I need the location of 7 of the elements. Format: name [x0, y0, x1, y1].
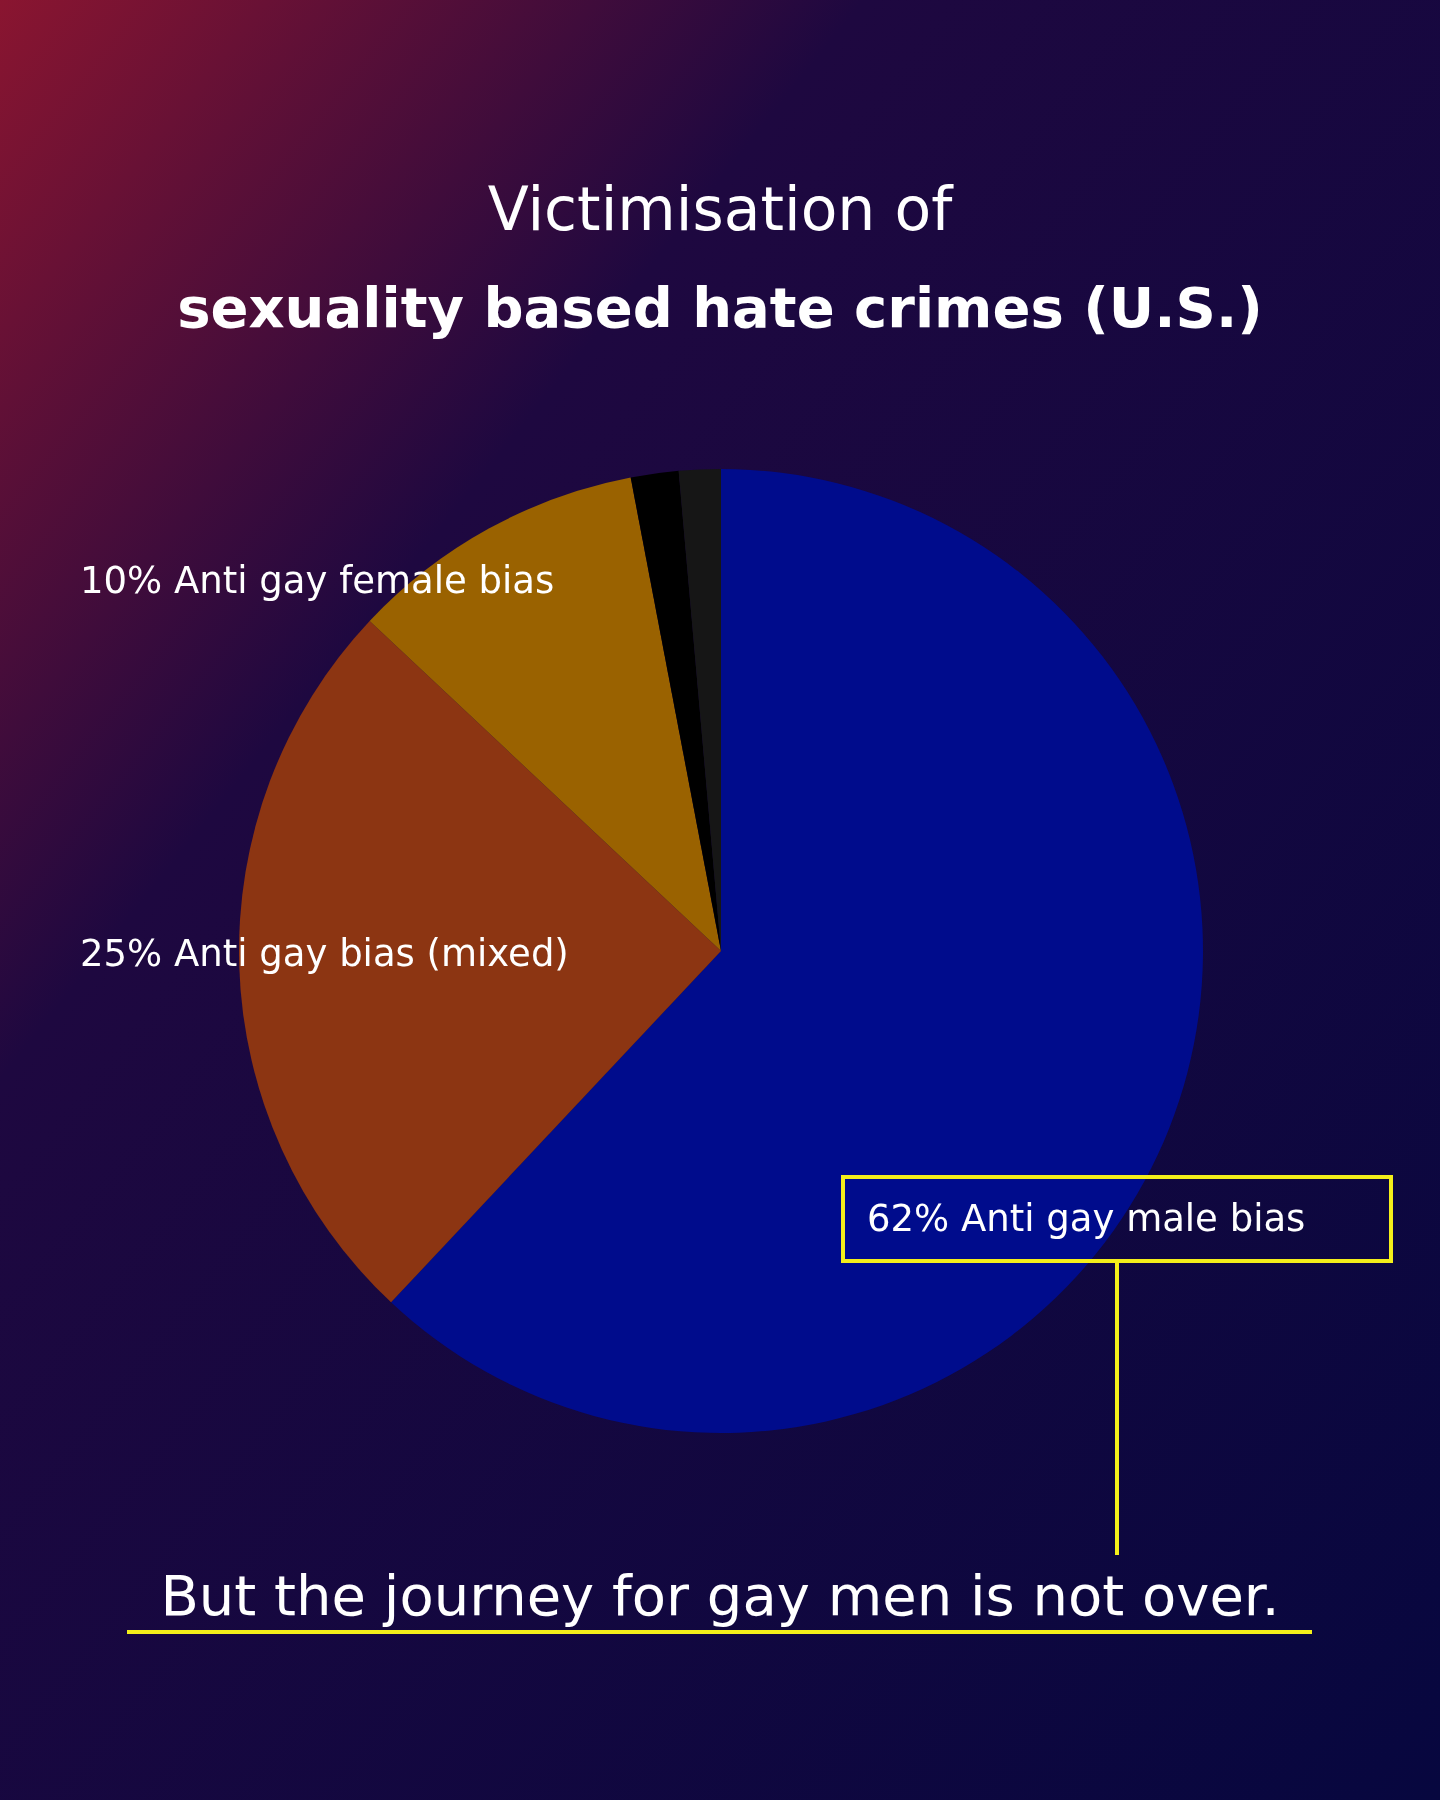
slice-label: 62% Anti gay male bias — [867, 1197, 1306, 1240]
slice-label: 10% Anti gay female bias — [80, 559, 555, 602]
chart-subtitle: sexuality based hate crimes (U.S.) — [177, 275, 1263, 340]
text: But the journey for gay men is not over. — [160, 1563, 1280, 1628]
chart-title: Victimisation of — [487, 174, 955, 244]
slice-label: 25% Anti gay bias (mixed) — [80, 932, 569, 975]
pie-slice — [630, 470, 721, 951]
